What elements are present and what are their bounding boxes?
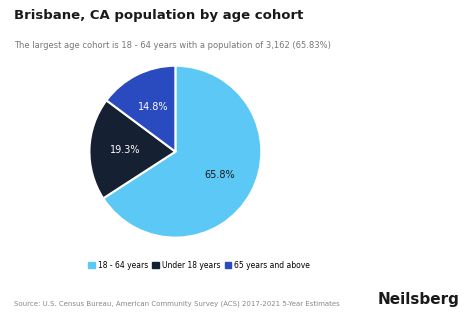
- Text: The largest age cohort is 18 - 64 years with a population of 3,162 (65.83%): The largest age cohort is 18 - 64 years …: [14, 41, 331, 50]
- Legend: 18 - 64 years, Under 18 years, 65 years and above: 18 - 64 years, Under 18 years, 65 years …: [85, 258, 313, 273]
- Text: 19.3%: 19.3%: [110, 145, 141, 155]
- Text: Neilsberg: Neilsberg: [378, 292, 460, 307]
- Text: 14.8%: 14.8%: [137, 102, 168, 112]
- Text: Brisbane, CA population by age cohort: Brisbane, CA population by age cohort: [14, 9, 303, 22]
- Text: 65.8%: 65.8%: [204, 170, 235, 180]
- Wedge shape: [90, 100, 175, 198]
- Wedge shape: [107, 66, 175, 152]
- Wedge shape: [103, 66, 261, 238]
- Text: Source: U.S. Census Bureau, American Community Survey (ACS) 2017-2021 5-Year Est: Source: U.S. Census Bureau, American Com…: [14, 300, 340, 307]
